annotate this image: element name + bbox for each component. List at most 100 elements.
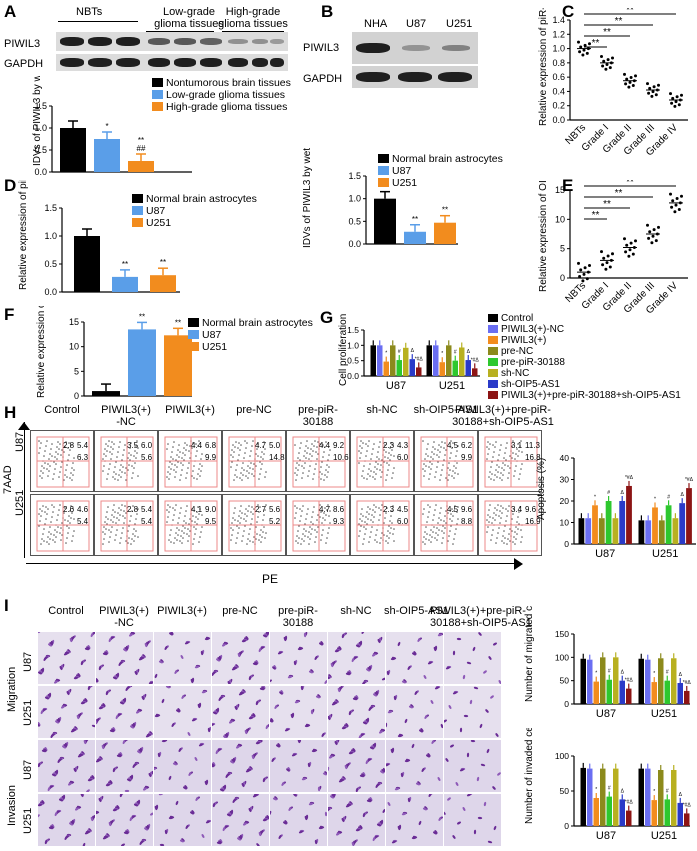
- chart-f-oip5-cells: Relative expression of OIP5-AS1 0 5 10 15 **…: [36, 306, 313, 401]
- g-legend-label: pre-piR-30188: [501, 357, 565, 368]
- chartIinv-bar: [658, 770, 664, 826]
- chartC-point: [583, 43, 587, 47]
- chartC-ytick-label: 0.2: [552, 101, 565, 111]
- flow-quadrant-value: 4.4: [319, 441, 331, 450]
- flow-quadrant-value: 5.4: [77, 517, 89, 526]
- chartD-ytick-label: 0.5: [44, 259, 57, 269]
- chartE-point: [675, 197, 679, 201]
- chartC-sig-label: **: [603, 27, 611, 38]
- chartH-sig: Δ: [621, 490, 625, 496]
- chartH-sig: *#Δ: [685, 477, 694, 483]
- chartE-point: [604, 267, 608, 271]
- chartE-point: [588, 264, 591, 268]
- g-ylabel: Cell proliferation: [338, 314, 349, 386]
- chartImig-bar: [587, 659, 593, 704]
- chartImig-bar: [664, 680, 670, 704]
- chartC-point: [606, 58, 610, 62]
- chartE-point: [628, 248, 632, 252]
- chartC-ytick-label: 0.0: [552, 115, 565, 125]
- transwell-image: [386, 740, 443, 792]
- chartE-point: [623, 237, 626, 241]
- chartG-sig: *#Δ: [471, 357, 480, 363]
- chartC-sig-label: **: [626, 8, 634, 16]
- chart-a-piwil3-tissue: IDVs of PIWIL3 by wetern blot 0.0 0.5 1.0 1…: [32, 76, 291, 177]
- chartIinv-bar: [619, 799, 625, 826]
- i-row-label: U87: [22, 651, 34, 672]
- chartG-sig: Δ: [467, 349, 471, 355]
- chartG-bar: [409, 359, 415, 376]
- chartC-point: [651, 90, 655, 94]
- chartB-ytick-label: 0.0: [348, 239, 361, 249]
- chartD-legend-label: U251: [146, 217, 171, 229]
- chartH-bar: [686, 488, 692, 544]
- chartImig-bar: [651, 682, 657, 704]
- h-yaxis: 7AAD: [2, 465, 14, 494]
- flow-plot: 2.3 4.3 6.0: [350, 430, 414, 492]
- chartG-sig: *: [385, 351, 387, 357]
- chartE-point: [581, 279, 585, 283]
- chartE-point: [677, 208, 681, 212]
- flow-quadrant-value: 8.8: [461, 517, 473, 526]
- flow-quadrant-value: 5.4: [77, 441, 89, 450]
- flow-plot: 4.4 9.2 10.6: [286, 430, 350, 492]
- chartB-legend-label: U251: [392, 177, 417, 189]
- chartIinv-bar: [580, 767, 586, 826]
- h-column-label: sh-OIP5-AS1: [413, 404, 479, 416]
- transwell-image: [386, 686, 443, 738]
- chartImig-bar: [593, 681, 599, 704]
- chartC-sig-label: **: [592, 38, 600, 49]
- g-legend-label: PIWIL3(+): [501, 335, 546, 346]
- g-legend-label: sh-NC: [501, 368, 529, 379]
- chartImig-bar: [613, 657, 619, 704]
- chartA-legend-label: Low-grade glioma tissues: [166, 89, 285, 101]
- transwell-image: [38, 740, 95, 792]
- h-column-label: PIWIL3(+) -NC: [101, 404, 151, 428]
- chartG-bar: [459, 347, 465, 376]
- chartH-bar: [592, 505, 598, 544]
- chartE-point: [654, 239, 658, 243]
- chartG-bar: [416, 367, 422, 376]
- chartG-bar: [452, 360, 458, 376]
- flow-plot: 2.6 4.6 5.4: [30, 494, 94, 556]
- chartIinv-group-label: U87: [596, 830, 616, 842]
- chartE-point: [650, 241, 654, 245]
- e-ylabel: Relative expression of OIP5-AS1: [538, 180, 549, 292]
- i-column-label: PIWIL3(+) -NC: [99, 605, 149, 629]
- transwell-image: [38, 794, 95, 846]
- g-legend-label: PIWIL3(+)+pre-piR-30188+sh-OIP5-AS1: [501, 390, 681, 401]
- chartIinv-ytick-label: 50: [560, 786, 570, 796]
- flow-plot: 2.8 5.4 5.4: [94, 494, 158, 556]
- i-section-invasion: Invasion: [6, 785, 18, 826]
- flow-quadrant-value: 9.9: [205, 453, 217, 462]
- chartH-bar: [612, 518, 619, 544]
- a-blot-gapdh: [56, 54, 288, 71]
- chartIinv-bar: [613, 768, 619, 826]
- chartIinv-sig: *#Δ: [683, 802, 692, 808]
- chartB-legend-label: Normal brain astrocytes: [392, 153, 503, 165]
- chartC-point: [654, 93, 658, 97]
- chartF-bar-2: [164, 335, 192, 396]
- transwell-image: [444, 740, 501, 792]
- chartF-legend-swatch: [188, 342, 199, 351]
- imig-ylabel: Number of migrated cells: [524, 606, 535, 702]
- transwell-image: [444, 686, 501, 738]
- chartC-ytick-label: 0.8: [552, 58, 565, 68]
- flow-quadrant-value: 9.3: [333, 517, 345, 526]
- chartE-point: [585, 277, 589, 281]
- chartB-legend-swatch: [378, 154, 389, 163]
- transwell-image: [38, 686, 95, 738]
- chartB-bar-1: [404, 231, 426, 244]
- flow-quadrant-value: 9.0: [205, 505, 217, 514]
- transwell-image: [212, 740, 269, 792]
- chartH-bar: [658, 520, 665, 544]
- chartC-point: [677, 103, 681, 107]
- flow-quadrant-value: 5.4: [141, 517, 153, 526]
- chartH-group-label: U87: [595, 548, 615, 560]
- transwell-image: [328, 686, 385, 738]
- b-lane-nha: NHA: [364, 18, 388, 30]
- flow-plot: 4.5 9.6 8.8: [414, 494, 478, 556]
- chartH-bar: [652, 507, 658, 544]
- transwell-image: [270, 686, 327, 738]
- chartC-point: [673, 104, 677, 108]
